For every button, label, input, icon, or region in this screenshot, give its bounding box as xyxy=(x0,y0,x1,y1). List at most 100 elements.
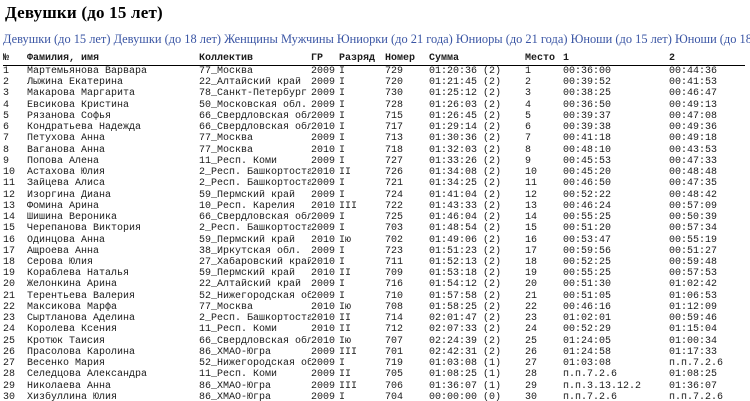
cell-mesto: 25 xyxy=(525,335,538,347)
cell-team: 52_Нижегородская обл xyxy=(199,358,311,370)
cell-gr: 2009 xyxy=(311,346,336,358)
cell-razryad: I xyxy=(339,122,346,134)
cell-summa: 01:57:58 (2) xyxy=(429,290,502,302)
cell-num: 11 xyxy=(3,178,16,190)
cell-nomer: 727 xyxy=(385,155,404,167)
nav-link-5[interactable]: Юниоры (до 21 года) xyxy=(455,32,568,46)
cell-nomer: 708 xyxy=(385,301,404,313)
cell-t1: 00:51:05 xyxy=(563,290,612,302)
cell-mesto: 30 xyxy=(525,391,538,401)
table-row: 12 Изоргина Диана 59_Пермский край 2009 I 724… xyxy=(3,190,745,201)
cell-t1: 00:46:50 xyxy=(563,178,612,190)
nav-link-0[interactable]: Девушки (до 15 лет) xyxy=(3,32,111,46)
cell-gr: 2009 xyxy=(311,178,336,190)
cell-t1: 00:48:10 xyxy=(563,144,612,156)
cell-team: 86_ХМАО-Югра xyxy=(199,346,272,358)
cell-t1: 00:36:00 xyxy=(563,66,612,77)
nav-link-2[interactable]: Женщины xyxy=(224,32,278,46)
nav-link-3[interactable]: Мужчины xyxy=(280,32,334,46)
cell-summa: 01:08:25 (1) xyxy=(429,369,502,381)
cell-summa: 01:49:06 (2) xyxy=(429,234,502,246)
table-row: 10 Астахова Юлия 2_Респ. Башкортостан 2010 I… xyxy=(3,167,745,178)
cell-summa: 00:00:00 (0) xyxy=(429,391,502,401)
nav-link-7[interactable]: Юноши (до 18 лет) xyxy=(674,32,750,46)
cell-t1: п.п.7.2.6 xyxy=(563,369,618,381)
cell-razryad: I xyxy=(339,391,346,401)
cell-t2: 00:48:42 xyxy=(669,189,718,201)
nav-link-1[interactable]: Девушки (до 18 лет) xyxy=(113,32,222,46)
cell-mesto: 16 xyxy=(525,234,538,246)
nav-link-4[interactable]: Юниорки (до 21 года) xyxy=(336,32,453,46)
cell-razryad: III xyxy=(339,380,358,392)
cell-num: 8 xyxy=(3,144,10,156)
cell-mesto: 5 xyxy=(525,110,532,122)
table-row: 27 Весенко Мария 52_Нижегородская обл 2009 I… xyxy=(3,358,745,369)
cell-name: Лыжина Екатерина xyxy=(27,77,124,89)
cell-razryad: I xyxy=(339,245,346,257)
cell-nomer: 702 xyxy=(385,234,404,246)
cell-mesto: 11 xyxy=(525,178,538,190)
cell-summa: 01:46:04 (2) xyxy=(429,212,502,224)
column-header-gr: ГР xyxy=(311,53,339,66)
cell-summa: 01:52:13 (2) xyxy=(429,256,502,268)
page-title: Девушки (до 15 лет) xyxy=(5,3,163,22)
cell-summa: 02:07:33 (2) xyxy=(429,324,502,336)
cell-name: Шишина Вероника xyxy=(27,212,118,224)
cell-name: Селедцова Александра xyxy=(27,369,148,381)
cell-gr: 2009 xyxy=(311,391,336,401)
cell-t2: 00:55:19 xyxy=(669,234,718,246)
cell-gr: 2009 xyxy=(311,358,336,370)
table-row: 9 Попова Алена 11_Респ. Коми 2009 I 727 01:33:… xyxy=(3,156,745,167)
cell-nomer: 710 xyxy=(385,290,404,302)
cell-summa: 01:36:07 (1) xyxy=(429,380,502,392)
results-table: № Фамилия, имя Коллектив ГР Разряд Номер Сумма… xyxy=(3,53,745,401)
cell-t1: 00:52:22 xyxy=(563,189,612,201)
cell-gr: 2009 xyxy=(311,290,336,302)
cell-summa: 01:30:36 (2) xyxy=(429,133,502,145)
cell-t2: 01:00:34 xyxy=(669,335,718,347)
table-row: 19 Кораблева Наталья 59_Пермский край 2010 I… xyxy=(3,268,745,279)
cell-mesto: 19 xyxy=(525,268,538,280)
cell-num: 1 xyxy=(3,66,10,77)
cell-t1: 00:45:53 xyxy=(563,155,612,167)
cell-num: 28 xyxy=(3,369,16,381)
cell-team: 11_Респ. Коми xyxy=(199,369,278,381)
cell-team: 77_Москва xyxy=(199,301,254,313)
cell-gr: 2009 xyxy=(311,223,336,235)
cell-name: Фомина Арина xyxy=(27,200,100,212)
cell-nomer: 722 xyxy=(385,200,404,212)
cell-razryad: III xyxy=(339,200,358,212)
cell-nomer: 715 xyxy=(385,110,404,122)
cell-name: Кораблева Наталья xyxy=(27,268,130,280)
table-row: 28 Селедцова Александра 11_Респ. Коми 2009 I… xyxy=(3,369,745,380)
cell-num: 20 xyxy=(3,279,16,291)
cell-mesto: 23 xyxy=(525,313,538,325)
cell-team: 2_Респ. Башкортостан xyxy=(199,313,311,325)
cell-t2: 00:57:09 xyxy=(669,200,718,212)
cell-mesto: 29 xyxy=(525,380,538,392)
cell-mesto: 12 xyxy=(525,189,538,201)
table-row: 23 Сыртланова Аделина 2_Респ. Башкортостан… xyxy=(3,313,745,324)
cell-nomer: 701 xyxy=(385,346,404,358)
cell-nomer: 706 xyxy=(385,380,404,392)
cell-mesto: 13 xyxy=(525,200,538,212)
cell-t1: 00:51:20 xyxy=(563,223,612,235)
cell-name: Черепанова Виктория xyxy=(27,223,142,235)
column-header-team: Коллектив xyxy=(199,53,311,66)
cell-summa: 01:32:03 (2) xyxy=(429,144,502,156)
cell-razryad: I xyxy=(339,256,346,268)
cell-num: 19 xyxy=(3,268,16,280)
cell-gr: 2010 xyxy=(311,301,336,313)
column-header-num: № xyxy=(3,53,27,66)
cell-name: Мартемьянова Варвара xyxy=(27,66,148,77)
cell-t2: 01:15:04 xyxy=(669,324,718,336)
nav-link-6[interactable]: Юноши (до 15 лет) xyxy=(570,32,672,46)
cell-gr: 2010 xyxy=(311,122,336,134)
cell-t2: 00:48:48 xyxy=(669,167,718,179)
cell-team: 52_Нижегородская обл xyxy=(199,290,311,302)
cell-t1: 00:39:37 xyxy=(563,110,612,122)
cell-mesto: 24 xyxy=(525,324,538,336)
cell-team: 11_Респ. Коми xyxy=(199,324,278,336)
cell-razryad: I xyxy=(339,133,346,145)
